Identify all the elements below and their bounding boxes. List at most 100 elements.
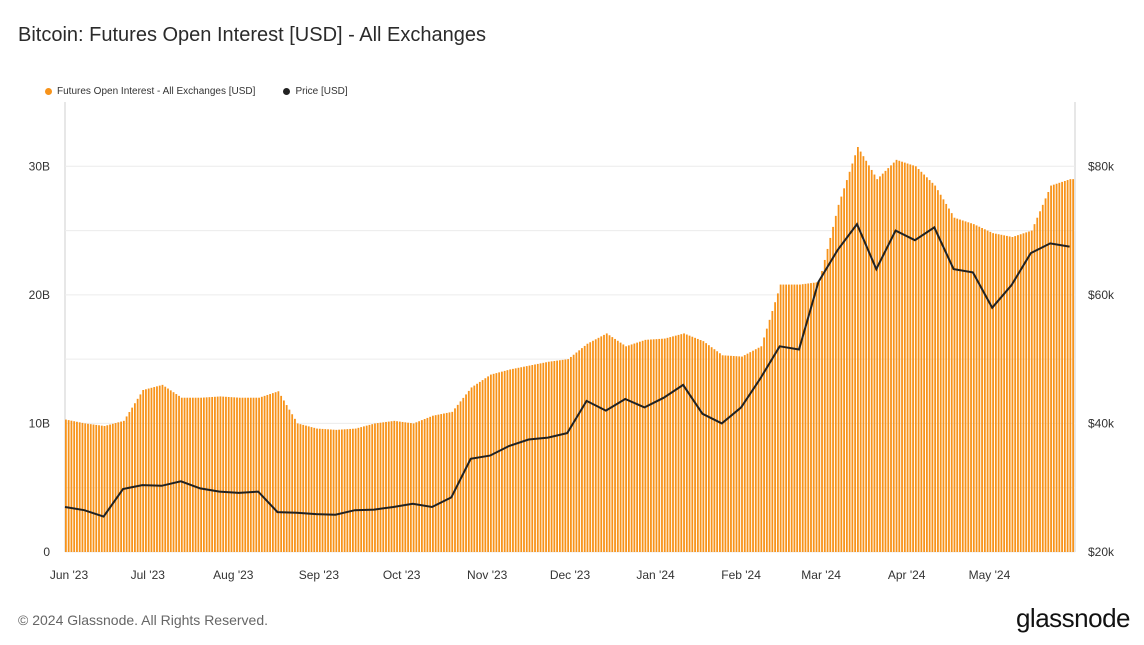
oi-bar [881, 173, 884, 552]
oi-bar [1050, 185, 1052, 553]
oi-bar [509, 369, 512, 552]
oi-bar [898, 160, 901, 552]
oi-bar [249, 397, 252, 552]
oi-bar [818, 282, 821, 552]
legend-label-open-interest: Futures Open Interest - All Exchanges [U… [57, 86, 256, 97]
oi-bar [131, 407, 134, 552]
oi-bar [1030, 230, 1033, 553]
oi-bar [923, 174, 926, 552]
oi-bar [169, 390, 172, 552]
oi-bar [158, 385, 161, 552]
oi-bar [346, 429, 349, 552]
x-tick-label: Jan '24 [636, 568, 675, 582]
oi-bar [641, 340, 644, 552]
oi-bar [627, 345, 630, 552]
oi-bar [429, 416, 432, 552]
oi-bar [879, 176, 881, 552]
oi-bar [912, 165, 914, 552]
oi-bar [790, 284, 793, 552]
oi-bar [280, 395, 283, 552]
oi-bar [120, 421, 122, 552]
glassnode-logo[interactable]: glassnode [1015, 603, 1131, 633]
oi-bar [1052, 184, 1055, 552]
oi-bar [327, 429, 329, 552]
oi-bar [1003, 235, 1006, 553]
oi-bar [365, 425, 368, 552]
oi-bar [633, 343, 636, 552]
legend-item-open-interest[interactable]: Futures Open Interest - All Exchanges [U… [45, 86, 255, 97]
oi-bar [139, 394, 142, 552]
oi-bar [305, 425, 307, 552]
oi-bar [622, 344, 625, 552]
oi-bar [456, 404, 459, 552]
oi-bar [211, 396, 214, 552]
oi-bar [84, 423, 87, 552]
oi-bar [586, 343, 589, 552]
oi-bar [398, 421, 401, 552]
legend-item-price[interactable]: Price [USD] [283, 86, 348, 97]
oi-bar [592, 340, 594, 552]
right-tick-label: $80k [1088, 159, 1115, 173]
oi-bar [895, 159, 898, 552]
oi-bar [263, 395, 266, 552]
oi-bar [164, 386, 167, 552]
oi-bar [73, 421, 76, 552]
oi-bar [329, 429, 332, 552]
oi-bar [674, 335, 677, 552]
x-tick-label: May '24 [969, 568, 1011, 582]
oi-bar [98, 425, 100, 552]
oi-bar [189, 397, 191, 552]
oi-bar [236, 397, 238, 552]
oi-bar [492, 373, 495, 552]
x-tick-label: Jun '23 [50, 568, 89, 582]
oi-bar [216, 396, 219, 552]
oi-bar [972, 224, 975, 552]
oi-bar [299, 424, 302, 552]
x-tick-label: Mar '24 [801, 568, 841, 582]
oi-bar [1039, 211, 1041, 553]
oi-bar [70, 420, 73, 552]
oi-bar [746, 353, 749, 552]
oi-bar [191, 397, 194, 552]
oi-bar [812, 282, 815, 552]
legend: Futures Open Interest - All Exchanges [U… [45, 86, 348, 97]
oi-bar [465, 394, 467, 552]
oi-bar [914, 166, 917, 553]
oi-bar [801, 284, 804, 552]
oi-bar [829, 237, 832, 552]
oi-bar [810, 283, 812, 552]
oi-bar [407, 422, 409, 552]
oi-bar [487, 376, 490, 552]
oi-bar [332, 429, 335, 552]
oi-bar [771, 311, 774, 552]
oi-bar [959, 219, 961, 552]
oi-bar [650, 339, 652, 552]
oi-bar [288, 409, 291, 552]
oi-bar [843, 188, 845, 552]
oi-bar [321, 428, 324, 552]
oi-bar [512, 368, 514, 552]
oi-bar [575, 352, 578, 552]
oi-bar [597, 337, 600, 552]
oi-bar [934, 185, 937, 553]
oi-bar [178, 395, 180, 552]
oi-bar [658, 338, 661, 552]
oi-bar [967, 222, 970, 552]
oi-bar [661, 338, 663, 552]
oi-bar [103, 426, 106, 552]
oi-bar [307, 426, 310, 552]
oi-bar [106, 425, 109, 552]
oi-bar [572, 354, 575, 552]
oi-bar [65, 419, 67, 552]
oi-bar [186, 397, 189, 552]
oi-bar [269, 394, 272, 552]
oi-bar [837, 204, 840, 552]
oi-bar [542, 362, 545, 552]
oi-bar [225, 396, 227, 552]
oi-bar [884, 170, 887, 552]
oi-bar [616, 340, 619, 552]
oi-bar [374, 423, 376, 552]
oi-bar [1041, 204, 1044, 552]
oi-bar [776, 293, 779, 552]
